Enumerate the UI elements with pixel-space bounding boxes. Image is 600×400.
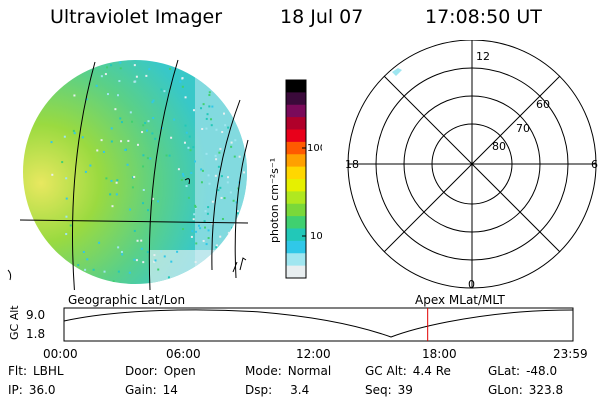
colorbar-block — [286, 80, 306, 93]
x-tick-2359: 23:59 — [553, 347, 588, 361]
colorbar-block — [286, 141, 306, 155]
x-tick-0600: 06:00 — [166, 347, 201, 361]
imager-title: Ultraviolet Imager — [50, 6, 223, 28]
colorbar-block — [286, 216, 306, 229]
colorbar-tick-100: 100 — [307, 143, 322, 154]
mlt-label-left: 18 — [345, 158, 359, 171]
colorbar-block — [286, 166, 306, 180]
earth-disk — [23, 60, 247, 284]
colorbar-block — [286, 104, 306, 118]
colorbar-block — [286, 240, 306, 254]
colorbar-block — [286, 154, 306, 168]
colorbar-scale — [286, 80, 306, 279]
colorbar-tick-10: 10 — [310, 231, 322, 242]
mlt-label-top: 12 — [476, 50, 490, 63]
colorbar-block — [286, 203, 306, 217]
mlt-label-right: 6 — [591, 158, 598, 171]
colorbar-block — [286, 92, 306, 106]
y-tick-high: 9.0 — [26, 308, 45, 322]
colorbar-unit-label: photon cm⁻²s⁻¹ — [268, 158, 281, 243]
info-flt: Flt: LBHL — [8, 364, 64, 378]
timeline-right-label: Apex MLat/MLT — [415, 293, 505, 307]
info-ip: IP: 36.0 — [8, 383, 56, 397]
altitude-curve — [63, 309, 574, 338]
colorbar: 100 10 photon cm⁻²s⁻¹ — [268, 79, 322, 279]
info-gain: Gain: 14 — [125, 383, 178, 397]
geo-grid — [19, 59, 249, 290]
info-door: Door: Open — [125, 364, 196, 378]
colorbar-block — [286, 117, 306, 130]
colorbar-block — [286, 253, 306, 267]
colorbar-block — [286, 265, 306, 279]
lat-label-80: 80 — [492, 140, 506, 153]
info-seq: Seq: 39 — [365, 383, 413, 397]
x-tick-0000: 00:00 — [43, 347, 78, 361]
colorbar-block — [286, 179, 306, 192]
y-tick-low: 1.8 — [26, 327, 45, 341]
x-tick-1800: 18:00 — [422, 347, 457, 361]
lat-label-60: 60 — [536, 98, 550, 111]
polar-mlt-plot: 12 18 6 0 60 70 80 — [345, 40, 598, 290]
info-gcalt: GC Alt: 4.4 Re — [365, 364, 451, 378]
timeline-left-label: Geographic Lat/Lon — [68, 293, 186, 307]
timeline-frame — [63, 307, 574, 342]
info-mode: Mode: Normal — [245, 364, 332, 378]
colorbar-block — [286, 228, 306, 242]
mlt-label-bottom: 0 — [468, 278, 475, 290]
info-glon: GLon: 323.8 — [488, 383, 564, 397]
info-dsp: Dsp: 3.4 — [245, 383, 310, 397]
altitude-timeline: 9.0 1.8 GC Alt 00:00 06:00 12:00 18:00 2… — [8, 305, 588, 361]
date-label: 18 Jul 07 — [280, 6, 364, 28]
time-label: 17:08:50 UT — [425, 6, 542, 28]
timeline-axis-label: GC Alt — [8, 305, 21, 340]
info-glat: GLat: -48.0 — [488, 364, 558, 378]
x-tick-1200: 12:00 — [296, 347, 331, 361]
auroral-image — [7, 59, 249, 290]
colorbar-block — [286, 129, 306, 143]
lat-label-70: 70 — [516, 122, 530, 135]
colorbar-block — [286, 191, 306, 205]
